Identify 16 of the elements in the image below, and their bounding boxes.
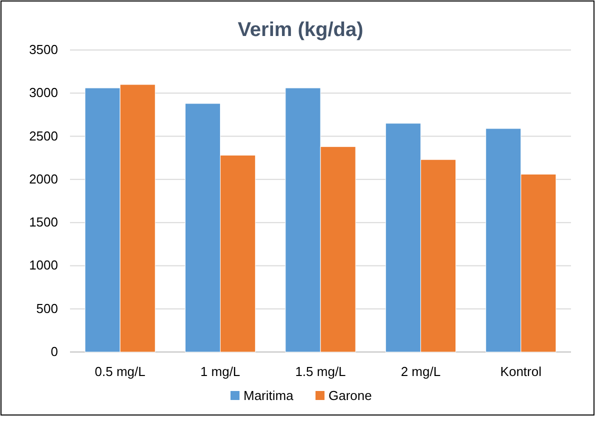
y-tick-label: 3000	[29, 85, 58, 100]
y-tick-label: 2000	[29, 171, 58, 186]
y-tick-label: 1000	[29, 258, 58, 273]
chart-title: Verim (kg/da)	[238, 19, 364, 41]
legend-label: Maritima	[244, 388, 294, 403]
x-tick-label: 1 mg/L	[200, 364, 240, 379]
legend-label: Garone	[328, 388, 372, 403]
x-tick-label: 1.5 mg/L	[295, 364, 346, 379]
y-tick-label: 3500	[29, 42, 58, 57]
y-tick-label: 1500	[29, 214, 58, 230]
x-tick-label: Kontrol	[500, 364, 542, 379]
y-tick-label: 0	[50, 344, 58, 359]
x-tick-label: 0.5 mg/L	[94, 364, 146, 379]
x-tick-label: 2 mg/L	[400, 364, 441, 379]
y-tick-label: 2500	[29, 128, 58, 144]
y-tick-label: 500	[36, 300, 58, 316]
